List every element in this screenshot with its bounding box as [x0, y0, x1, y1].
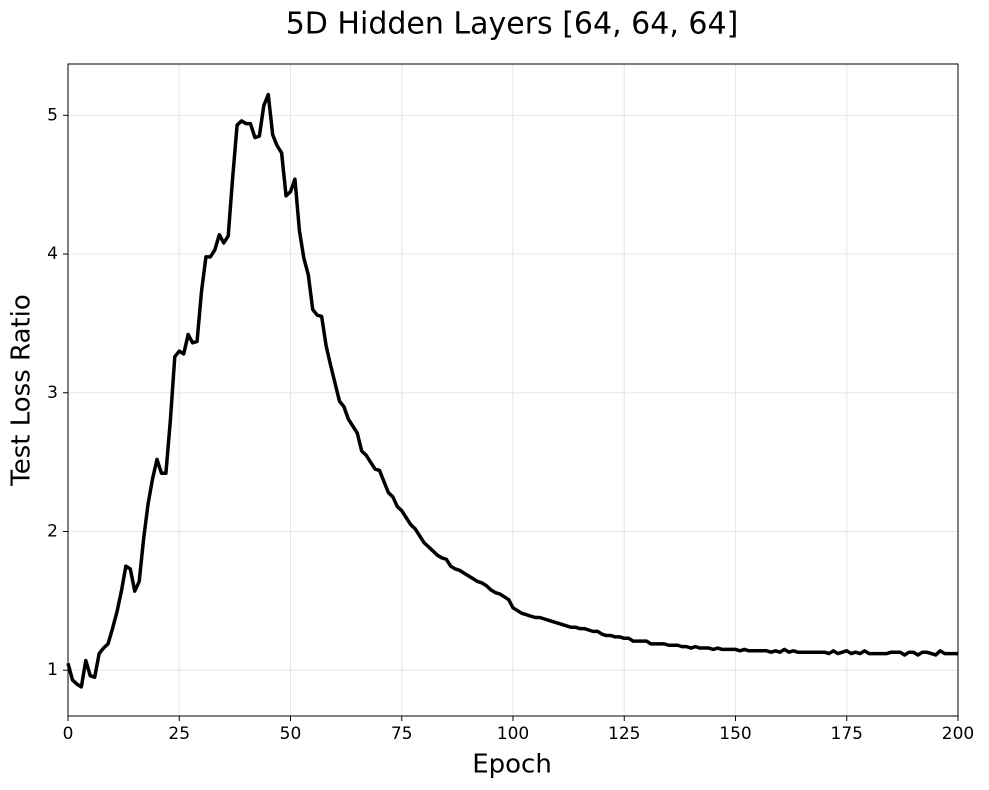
x-tick-label: 200 — [942, 724, 974, 744]
x-tick-label: 25 — [168, 724, 190, 744]
y-axis-label: Test Loss Ratio — [7, 294, 37, 487]
x-axis-label: Epoch — [472, 750, 552, 780]
y-tick-label: 2 — [47, 521, 58, 541]
x-tick-label: 175 — [831, 724, 863, 744]
y-tick-label: 4 — [47, 244, 58, 264]
x-tick-label: 125 — [608, 724, 640, 744]
y-tick-label: 3 — [47, 383, 58, 403]
chart-title: 5D Hidden Layers [64, 64, 64] — [286, 7, 739, 42]
x-tick-label: 100 — [497, 724, 529, 744]
data-line — [66, 92, 958, 689]
x-tick-label: 0 — [63, 724, 74, 744]
x-tick-label: 150 — [719, 724, 751, 744]
plot-frame — [67, 63, 959, 717]
x-tick-label: 50 — [280, 724, 302, 744]
y-tick-label: 1 — [47, 660, 58, 680]
x-tick-label: 75 — [391, 724, 413, 744]
y-tick-label: 5 — [47, 105, 58, 125]
